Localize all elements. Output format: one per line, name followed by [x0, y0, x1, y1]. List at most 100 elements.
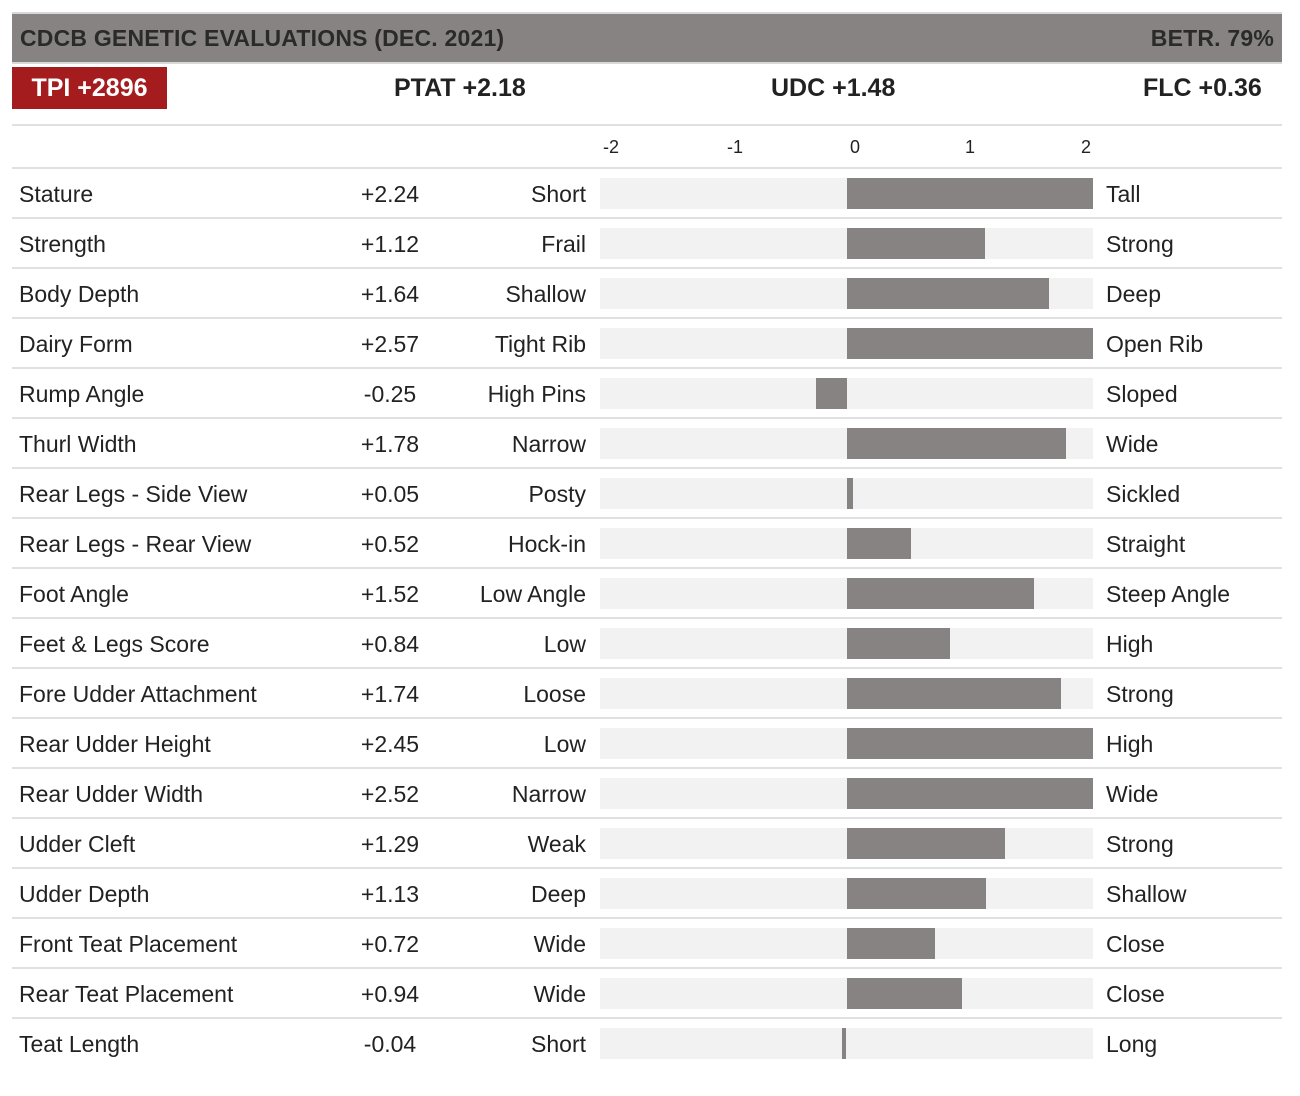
trait-row: Udder Cleft +1.29 Weak Strong	[12, 819, 1282, 869]
trait-name: Fore Udder Attachment	[19, 680, 257, 707]
trait-bar	[846, 778, 1093, 809]
high-end-label: Straight	[1106, 530, 1186, 557]
trait-name: Udder Cleft	[19, 830, 136, 857]
low-end-label: Shallow	[505, 280, 586, 307]
trait-value: +2.52	[360, 780, 420, 807]
trait-value: +2.57	[360, 330, 420, 357]
trait-value: +2.24	[360, 180, 420, 207]
trait-name: Rear Udder Width	[19, 780, 204, 807]
high-end-label: Tall	[1106, 180, 1141, 207]
trait-bar	[846, 578, 1034, 609]
row-divider	[12, 717, 1282, 719]
reliability-label: BETR. 79%	[1150, 24, 1274, 51]
row-divider	[12, 567, 1282, 569]
axis-divider	[12, 167, 1282, 169]
row-divider	[12, 517, 1282, 519]
trait-row: Strength +1.12 Frail Strong	[12, 219, 1282, 269]
trait-value: +0.52	[360, 530, 420, 557]
row-divider	[12, 417, 1282, 419]
trait-row: Rear Udder Height +2.45 Low High	[12, 719, 1282, 769]
low-end-label: Tight Rib	[494, 330, 586, 357]
low-end-label: Short	[531, 1030, 586, 1057]
trait-bar	[846, 228, 985, 259]
header-divider	[12, 62, 1282, 64]
trait-row: Rump Angle -0.25 High Pins Sloped	[12, 369, 1282, 419]
tpi-badge: TPI +2896	[12, 67, 167, 109]
trait-bar	[846, 328, 1093, 359]
trait-bar	[841, 1028, 847, 1059]
x-tick-label: 0	[849, 137, 861, 157]
x-tick-label: -2	[602, 137, 620, 157]
header-bar: CDCB GENETIC EVALUATIONS (DEC. 2021) BET…	[12, 14, 1282, 62]
high-end-label: High	[1106, 730, 1154, 757]
trait-name: Feet & Legs Score	[19, 630, 210, 657]
high-end-label: Strong	[1106, 680, 1174, 707]
trait-row: Fore Udder Attachment +1.74 Loose Strong	[12, 669, 1282, 719]
trait-bar	[846, 678, 1061, 709]
row-divider	[12, 667, 1282, 669]
row-divider	[12, 767, 1282, 769]
trait-bar	[846, 828, 1006, 859]
row-divider	[12, 267, 1282, 269]
low-end-label: Low Angle	[479, 580, 586, 607]
trait-bar	[846, 278, 1049, 309]
trait-value: +0.94	[360, 980, 420, 1007]
low-end-label: Deep	[531, 880, 586, 907]
high-end-label: High	[1106, 630, 1154, 657]
trait-name: Udder Depth	[19, 880, 150, 907]
bar-track	[600, 1028, 1093, 1059]
low-end-label: Narrow	[511, 430, 586, 457]
trait-name: Body Depth	[19, 280, 140, 307]
trait-bar	[846, 978, 963, 1009]
udc-value: UDC +1.48	[771, 73, 896, 102]
trait-name: Rear Udder Height	[19, 730, 211, 757]
trait-name: Teat Length	[19, 1030, 140, 1057]
trait-row: Front Teat Placement +0.72 Wide Close	[12, 919, 1282, 969]
trait-name: Rear Legs - Rear View	[19, 530, 252, 557]
trait-row: Rear Udder Width +2.52 Narrow Wide	[12, 769, 1282, 819]
trait-name: Foot Angle	[19, 580, 129, 607]
row-divider	[12, 617, 1282, 619]
high-end-label: Wide	[1106, 430, 1159, 457]
ptat-value: PTAT +2.18	[394, 73, 526, 102]
top-divider	[12, 12, 1282, 14]
trait-value: +0.72	[360, 930, 420, 957]
trait-name: Rump Angle	[19, 380, 145, 407]
trait-bar	[846, 628, 951, 659]
trait-row: Foot Angle +1.52 Low Angle Steep Angle	[12, 569, 1282, 619]
high-end-label: Open Rib	[1106, 330, 1204, 357]
trait-value: -0.04	[363, 1030, 417, 1057]
trait-value: +1.13	[360, 880, 420, 907]
trait-row: Udder Depth +1.13 Deep Shallow	[12, 869, 1282, 919]
trait-bar	[846, 728, 1093, 759]
summary-divider	[12, 124, 1282, 126]
bar-track	[600, 378, 1093, 409]
trait-row: Rear Legs - Side View +0.05 Posty Sickled	[12, 469, 1282, 519]
trait-row: Rear Legs - Rear View +0.52 Hock-in Straigh…	[12, 519, 1282, 569]
row-divider	[12, 367, 1282, 369]
low-end-label: Low	[543, 730, 586, 757]
low-end-label: Weak	[527, 830, 586, 857]
trait-value: +0.05	[360, 480, 420, 507]
x-tick-label: 2	[1080, 137, 1092, 157]
trait-bar	[846, 478, 853, 509]
row-divider	[12, 967, 1282, 969]
low-end-label: Posty	[528, 480, 586, 507]
high-end-label: Wide	[1106, 780, 1159, 807]
low-end-label: Low	[543, 630, 586, 657]
low-end-label: Loose	[523, 680, 586, 707]
row-divider	[12, 867, 1282, 869]
trait-value: +2.45	[360, 730, 420, 757]
trait-value: +1.12	[360, 230, 420, 257]
low-end-label: Wide	[533, 980, 586, 1007]
row-divider	[12, 1017, 1282, 1019]
low-end-label: Narrow	[511, 780, 586, 807]
trait-row: Body Depth +1.64 Shallow Deep	[12, 269, 1282, 319]
trait-bar	[815, 378, 847, 409]
trait-bar	[846, 178, 1093, 209]
trait-value: +1.29	[360, 830, 420, 857]
trait-name: Rear Legs - Side View	[19, 480, 248, 507]
flc-value: FLC +0.36	[1143, 73, 1262, 102]
trait-value: +1.74	[360, 680, 420, 707]
trait-bar	[846, 878, 986, 909]
